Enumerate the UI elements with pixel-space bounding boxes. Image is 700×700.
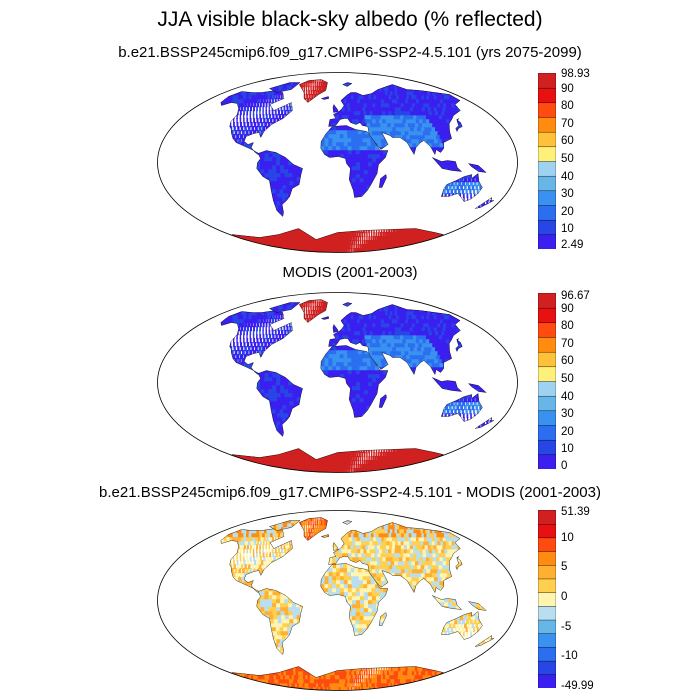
colorbar-swatch (538, 336, 556, 353)
colorbar-swatch (538, 619, 556, 634)
colorbar-tick-label: 40 (561, 170, 574, 183)
colorbar-tick-label: 5 (561, 561, 568, 574)
colorbar-max-label: 96.67 (561, 290, 590, 302)
colorbar-swatch (538, 73, 556, 89)
colorbar-tick-label: 40 (561, 390, 574, 403)
colorbar-max-label: 98.93 (561, 68, 590, 80)
colorbar-swatch (538, 380, 556, 397)
land-greenland (299, 517, 328, 541)
colorbar-swatch (538, 175, 556, 192)
map-content (157, 292, 518, 473)
colorbar-swatch (538, 146, 556, 162)
colorbar-tick-label: 10 (561, 443, 574, 456)
colorbar-swatch (538, 646, 556, 662)
colorbar-tick-label: 0 (561, 591, 568, 603)
colorbar-tick-label: 20 (561, 425, 574, 438)
colorbar-swatch (538, 160, 556, 177)
colorbar-swatch (538, 351, 556, 368)
colorbar-swatch (538, 219, 556, 236)
colorbar-tick-label: 50 (561, 373, 574, 385)
main-title: JJA visible black-sky albedo (% reflecte… (157, 8, 543, 31)
map-background (157, 292, 518, 473)
colorbar-min-label: 0 (561, 460, 568, 472)
panel-title-obs: MODIS (2001-2003) (282, 264, 418, 281)
colorbar-swatch (538, 234, 556, 249)
map-obs (157, 292, 518, 473)
colorbar-tick-label: 60 (561, 135, 574, 148)
colorbar-swatch (538, 660, 556, 676)
colorbar-swatch (538, 102, 556, 118)
colorbar-swatch (538, 424, 556, 441)
map-model (157, 72, 518, 253)
colorbar-tick-label: 50 (561, 153, 574, 165)
colorbar-tick-label: -5 (561, 620, 572, 633)
colorbar-swatch (538, 410, 556, 426)
colorbar-swatch (538, 87, 556, 104)
colorbar-tick-label: -10 (561, 650, 578, 663)
colorbar-swatch (538, 578, 556, 593)
map-diff (157, 510, 518, 691)
colorbar-swatch (538, 523, 556, 539)
map-border (157, 510, 518, 691)
colorbar-max-label: 51.39 (561, 506, 590, 518)
colorbar-tick-label: 90 (561, 82, 574, 95)
colorbar-tick-label: 30 (561, 408, 574, 421)
colorbar-tick-label: 70 (561, 117, 574, 130)
colorbar-tick-label: 10 (561, 223, 574, 236)
map-border (157, 72, 518, 253)
colorbar-swatch (538, 674, 556, 688)
colorbar-tick-label: 10 (561, 531, 574, 544)
colorbar-min-label: -49.99 (561, 680, 594, 692)
map-background (157, 510, 518, 691)
colorbar-diff (538, 510, 556, 688)
map-content (157, 72, 518, 253)
colorbar-swatch (538, 395, 556, 412)
land-eurasia (328, 522, 461, 594)
colorbar-swatch (538, 510, 556, 525)
colorbar-swatch (538, 190, 556, 206)
land-iceland (320, 534, 330, 538)
land-iceland (320, 316, 330, 320)
colorbar-swatch (538, 204, 556, 221)
colorbar-swatch (538, 591, 556, 607)
colorbar-swatch (538, 633, 556, 648)
colorbar-tick-label: 80 (561, 100, 574, 113)
colorbar-swatch (538, 605, 556, 621)
colorbar-tick-label: 60 (561, 355, 574, 368)
colorbar-tick-label: 80 (561, 320, 574, 333)
panel-title-model: b.e21.BSSP245cmip6.f09_g17.CMIP6-SSP2-4.… (118, 44, 582, 61)
colorbar-obs (538, 293, 556, 469)
colorbar-tick-label: 20 (561, 205, 574, 218)
map-border (157, 292, 518, 473)
colorbar-swatch (538, 537, 556, 552)
colorbar-model (538, 73, 556, 249)
colorbar-swatch (538, 454, 556, 469)
panel-title-diff: b.e21.BSSP245cmip6.f09_g17.CMIP6-SSP2-4.… (99, 484, 601, 501)
colorbar-tick-label: 70 (561, 337, 574, 350)
colorbar-swatch (538, 550, 556, 566)
colorbar-swatch (538, 564, 556, 580)
colorbar-tick-label: 30 (561, 188, 574, 201)
colorbar-swatch (538, 293, 556, 309)
colorbar-swatch (538, 322, 556, 338)
colorbar-tick-label: 90 (561, 302, 574, 315)
colorbar-swatch (538, 307, 556, 324)
colorbar-swatch (538, 116, 556, 133)
colorbar-swatch (538, 366, 556, 382)
colorbar-min-label: 2.49 (561, 239, 584, 251)
colorbar-swatch (538, 439, 556, 456)
map-content (157, 510, 518, 691)
map-background (157, 72, 518, 253)
land-iceland (320, 96, 330, 100)
colorbar-swatch (538, 131, 556, 148)
